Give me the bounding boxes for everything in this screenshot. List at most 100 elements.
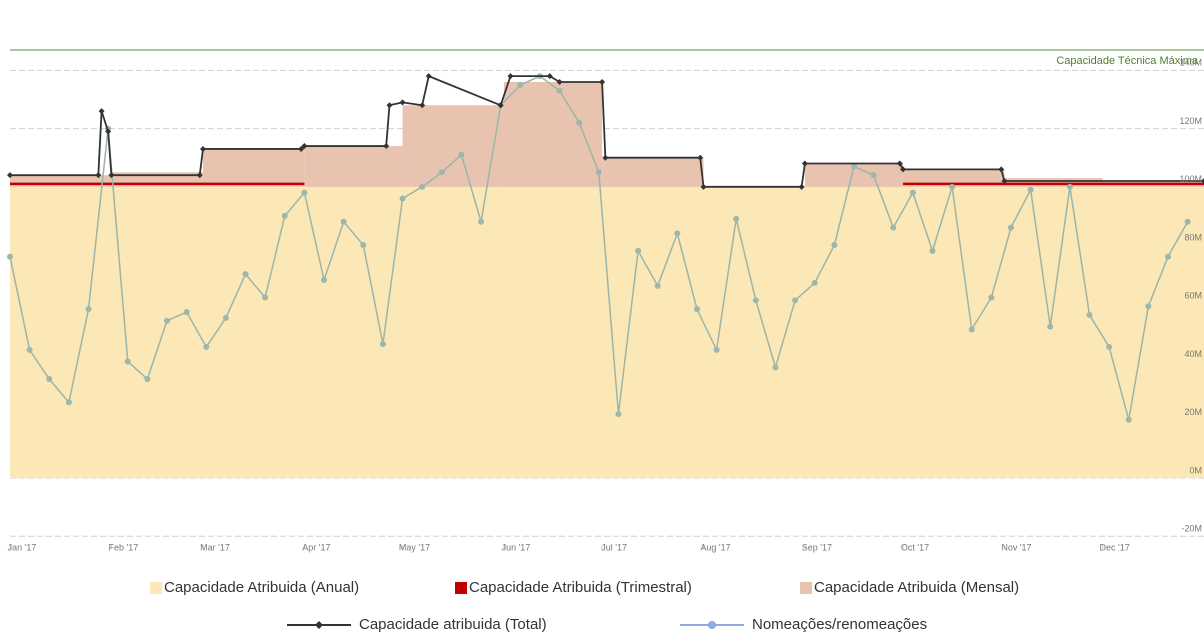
y-tick-label: -20M xyxy=(1181,524,1202,534)
annual-area xyxy=(10,186,1204,479)
legend-item: Capacidade Atribuida (Anual) xyxy=(150,579,359,596)
point xyxy=(998,166,1005,173)
point xyxy=(517,81,524,88)
legend-item: Nomeações/renomeações xyxy=(680,616,927,632)
point xyxy=(108,172,115,179)
point xyxy=(1007,224,1014,231)
point xyxy=(602,154,609,161)
point xyxy=(792,297,799,304)
point xyxy=(896,160,903,167)
y-tick-label: 60M xyxy=(1184,291,1202,301)
point xyxy=(196,172,203,179)
x-tick-label: Aug '17 xyxy=(700,542,730,552)
point xyxy=(7,172,13,179)
x-tick-label: Oct '17 xyxy=(901,542,929,552)
point xyxy=(1001,177,1008,184)
point xyxy=(772,364,779,371)
y-tick-label: 140M xyxy=(1179,58,1202,68)
point xyxy=(576,119,583,126)
point xyxy=(831,242,838,249)
point xyxy=(556,87,563,94)
point xyxy=(1027,186,1034,193)
point xyxy=(105,128,112,135)
point xyxy=(360,242,367,249)
point xyxy=(635,247,642,254)
point xyxy=(811,279,818,286)
point xyxy=(1201,177,1204,184)
point xyxy=(507,73,514,80)
legend-item: Capacidade atribuida (Total) xyxy=(287,616,547,632)
point xyxy=(654,282,661,289)
legend-label: Capacidade Atribuida (Mensal) xyxy=(814,579,1019,596)
point xyxy=(340,218,347,225)
point xyxy=(1165,253,1172,260)
point xyxy=(379,341,386,348)
x-tick-label: Nov '17 xyxy=(1001,542,1031,552)
x-tick-label: Jun '17 xyxy=(502,542,531,552)
x-tick-label: May '17 xyxy=(399,542,430,552)
point xyxy=(164,317,171,324)
point xyxy=(1047,323,1054,330)
point xyxy=(458,151,465,158)
point xyxy=(599,78,606,85)
point xyxy=(1184,218,1191,225)
x-tick-label: Apr '17 xyxy=(302,542,330,552)
legend-marker xyxy=(708,621,716,629)
point xyxy=(929,247,936,254)
point xyxy=(556,78,563,85)
point xyxy=(298,145,305,152)
point xyxy=(713,346,720,353)
legend-label: Capacidade atribuida (Total) xyxy=(359,616,547,632)
legend-label: Capacidade Atribuida (Anual) xyxy=(164,579,359,596)
point xyxy=(798,183,805,190)
x-tick-label: Dec '17 xyxy=(1099,542,1129,552)
point xyxy=(801,160,808,167)
legend-label: Nomeações/renomeações xyxy=(752,616,927,632)
point xyxy=(1086,311,1093,318)
point xyxy=(615,410,622,417)
x-tick-label: Sep '17 xyxy=(802,542,832,552)
point xyxy=(222,314,229,321)
point xyxy=(700,183,707,190)
point xyxy=(144,376,151,383)
point xyxy=(733,215,740,222)
point xyxy=(183,309,190,316)
point xyxy=(438,169,445,176)
point xyxy=(399,99,406,106)
point xyxy=(26,346,33,353)
point xyxy=(1106,343,1113,350)
point xyxy=(65,399,72,406)
y-tick-label: 100M xyxy=(1179,174,1202,184)
x-tick-label: Jul '17 xyxy=(601,542,627,552)
point xyxy=(203,343,210,350)
point xyxy=(497,102,504,109)
legend-swatch xyxy=(150,582,162,594)
point xyxy=(124,358,131,365)
point xyxy=(752,297,759,304)
point xyxy=(419,102,426,109)
point xyxy=(546,73,553,80)
y-tick-label: 20M xyxy=(1184,407,1202,417)
legend-label: Capacidade Atribuida (Trimestral) xyxy=(469,579,692,596)
point xyxy=(321,277,328,283)
legend-item: Capacidade Atribuida (Mensal) xyxy=(800,579,1019,596)
point xyxy=(478,218,485,225)
legend-swatch xyxy=(455,582,467,594)
point xyxy=(693,306,700,313)
x-tick-label: Mar '17 xyxy=(200,542,230,552)
y-tick-label: 40M xyxy=(1184,349,1202,359)
point xyxy=(425,73,432,80)
point xyxy=(85,306,92,313)
point xyxy=(262,294,269,301)
point xyxy=(1125,416,1132,423)
point xyxy=(200,145,207,152)
legend-marker xyxy=(315,621,323,629)
point xyxy=(242,271,249,278)
point xyxy=(301,189,308,196)
point xyxy=(399,195,406,202)
point xyxy=(949,183,956,190)
point xyxy=(890,224,897,231)
point xyxy=(281,212,288,219)
point xyxy=(674,230,681,237)
